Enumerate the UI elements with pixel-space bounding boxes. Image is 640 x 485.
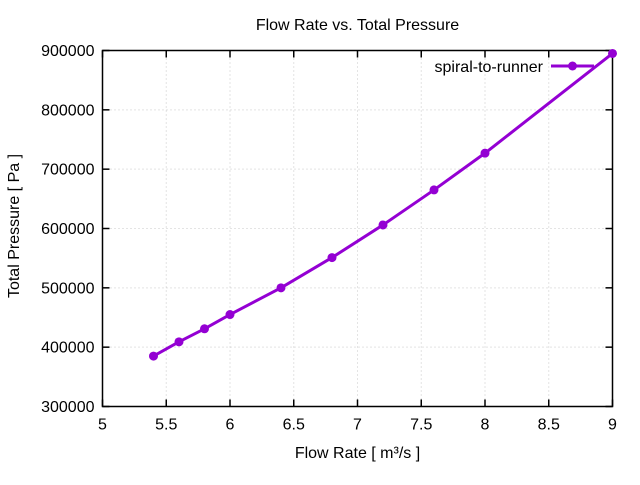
legend-key-sample: [551, 61, 594, 71]
data-point: [608, 48, 617, 58]
chart-title: Flow Rate vs. Total Pressure: [256, 17, 459, 34]
data-point: [378, 220, 388, 230]
legend-sample-marker: [568, 61, 577, 71]
x-tick-label: 6.5: [283, 417, 305, 434]
x-tick-label: 8.5: [538, 417, 560, 434]
x-tick-label: 5.5: [155, 417, 177, 434]
data-point: [276, 283, 286, 293]
axis-tick-labels: 5 5.5 6 6.5 7 7.5 8 8.5 9 300000 400000 500000 60000…: [41, 43, 617, 434]
series-line: [152, 51, 614, 358]
y-tick-label: 700000: [41, 162, 94, 179]
y-tick-label: 300000: [41, 399, 94, 416]
legend-label: spiral-to-runner: [435, 59, 544, 76]
axis-ticks: [101, 49, 614, 408]
gridlines: [102, 50, 613, 407]
data-series: [149, 48, 617, 361]
y-tick-label: 500000: [41, 280, 94, 297]
data-point: [429, 185, 439, 195]
y-axis-label: Total Pressure [ Pa ]: [6, 154, 23, 298]
y-tick-label: 900000: [41, 43, 94, 60]
x-tick-label: 7: [353, 417, 362, 434]
data-point: [327, 253, 337, 263]
x-tick-label: 7.5: [410, 417, 432, 434]
x-axis-label: Flow Rate [ m³/s ]: [295, 445, 420, 462]
data-point: [149, 351, 158, 361]
data-point: [225, 310, 235, 320]
y-tick-label: 800000: [41, 102, 94, 119]
x-tick-label: 6: [226, 417, 235, 434]
data-point: [200, 324, 209, 334]
data-point: [174, 337, 184, 347]
x-tick-label: 9: [608, 417, 617, 434]
data-point: [480, 148, 490, 158]
x-tick-label: 8: [481, 417, 490, 434]
x-tick-label: 5: [98, 417, 107, 434]
y-tick-label: 400000: [41, 340, 94, 357]
y-tick-label: 600000: [41, 221, 94, 238]
